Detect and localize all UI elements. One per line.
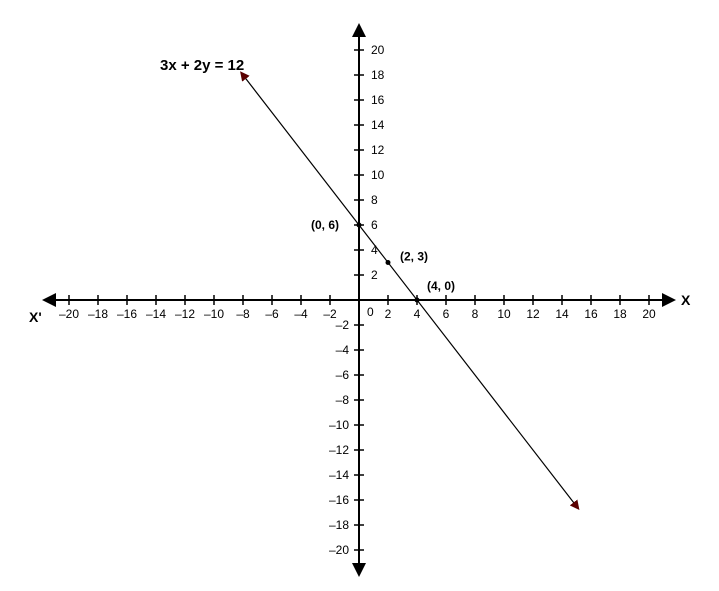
x-tick-label: –10 bbox=[204, 307, 224, 321]
y-tick-label: 6 bbox=[371, 218, 378, 232]
equation-text: 3x + 2y = 12 bbox=[160, 57, 244, 74]
x-neg-axis-label: X' bbox=[29, 309, 42, 325]
plotted-point bbox=[415, 298, 420, 303]
y-tick-label: –18 bbox=[329, 518, 349, 532]
x-tick-label: –18 bbox=[88, 307, 108, 321]
y-tick-label: 2 bbox=[371, 268, 378, 282]
x-tick-label: –14 bbox=[146, 307, 166, 321]
x-tick-label: –12 bbox=[175, 307, 195, 321]
y-tick-label: –10 bbox=[329, 418, 349, 432]
x-tick-label: 10 bbox=[497, 307, 511, 321]
x-pos-axis-label: X bbox=[681, 292, 691, 308]
x-tick-label: 8 bbox=[472, 307, 479, 321]
x-tick-label: 18 bbox=[613, 307, 627, 321]
y-tick-label: –6 bbox=[336, 368, 350, 382]
y-tick-label: 14 bbox=[371, 118, 385, 132]
origin-label: 0 bbox=[367, 305, 374, 319]
x-tick-label: 12 bbox=[526, 307, 540, 321]
y-tick-label: –20 bbox=[329, 543, 349, 557]
coordinate-plane-chart: –20 –18 –16 –14 –12 –10 –8 –6 –4 –2 2 4 6 8 10 12 14 16 18… bbox=[0, 0, 719, 591]
x-tick-label: –8 bbox=[236, 307, 250, 321]
y-tick-label: –4 bbox=[336, 343, 350, 357]
x-tick-label: –16 bbox=[117, 307, 137, 321]
y-tick-label: –14 bbox=[329, 468, 349, 482]
x-tick-label: 14 bbox=[555, 307, 569, 321]
equation-line bbox=[243, 75, 577, 506]
x-tick-label: 16 bbox=[584, 307, 598, 321]
y-tick-label: 10 bbox=[371, 168, 385, 182]
plotted-point bbox=[386, 260, 391, 265]
x-tick-label: 20 bbox=[642, 307, 656, 321]
y-tick-label: –16 bbox=[329, 493, 349, 507]
x-tick-label: 2 bbox=[385, 307, 392, 321]
y-tick-label: 12 bbox=[371, 143, 385, 157]
x-tick-label: –6 bbox=[265, 307, 279, 321]
y-tick-label: –2 bbox=[336, 318, 350, 332]
y-tick-label: –8 bbox=[336, 393, 350, 407]
x-tick-label: 6 bbox=[443, 307, 450, 321]
y-tick-label: 16 bbox=[371, 93, 385, 107]
y-tick-label: 20 bbox=[371, 43, 385, 57]
x-tick-label: –4 bbox=[294, 307, 308, 321]
point-label: (0, 6) bbox=[311, 218, 339, 232]
plotted-point bbox=[357, 223, 362, 228]
y-tick-label: –12 bbox=[329, 443, 349, 457]
x-tick-label: –20 bbox=[59, 307, 79, 321]
point-label: (2, 3) bbox=[400, 250, 428, 264]
point-label: (4, 0) bbox=[427, 279, 455, 293]
x-tick-label: 4 bbox=[414, 307, 421, 321]
y-tick-label: 18 bbox=[371, 68, 385, 82]
y-tick-label: 8 bbox=[371, 193, 378, 207]
chart-container: –20 –18 –16 –14 –12 –10 –8 –6 –4 –2 2 4 6 8 10 12 14 16 18… bbox=[0, 0, 719, 591]
